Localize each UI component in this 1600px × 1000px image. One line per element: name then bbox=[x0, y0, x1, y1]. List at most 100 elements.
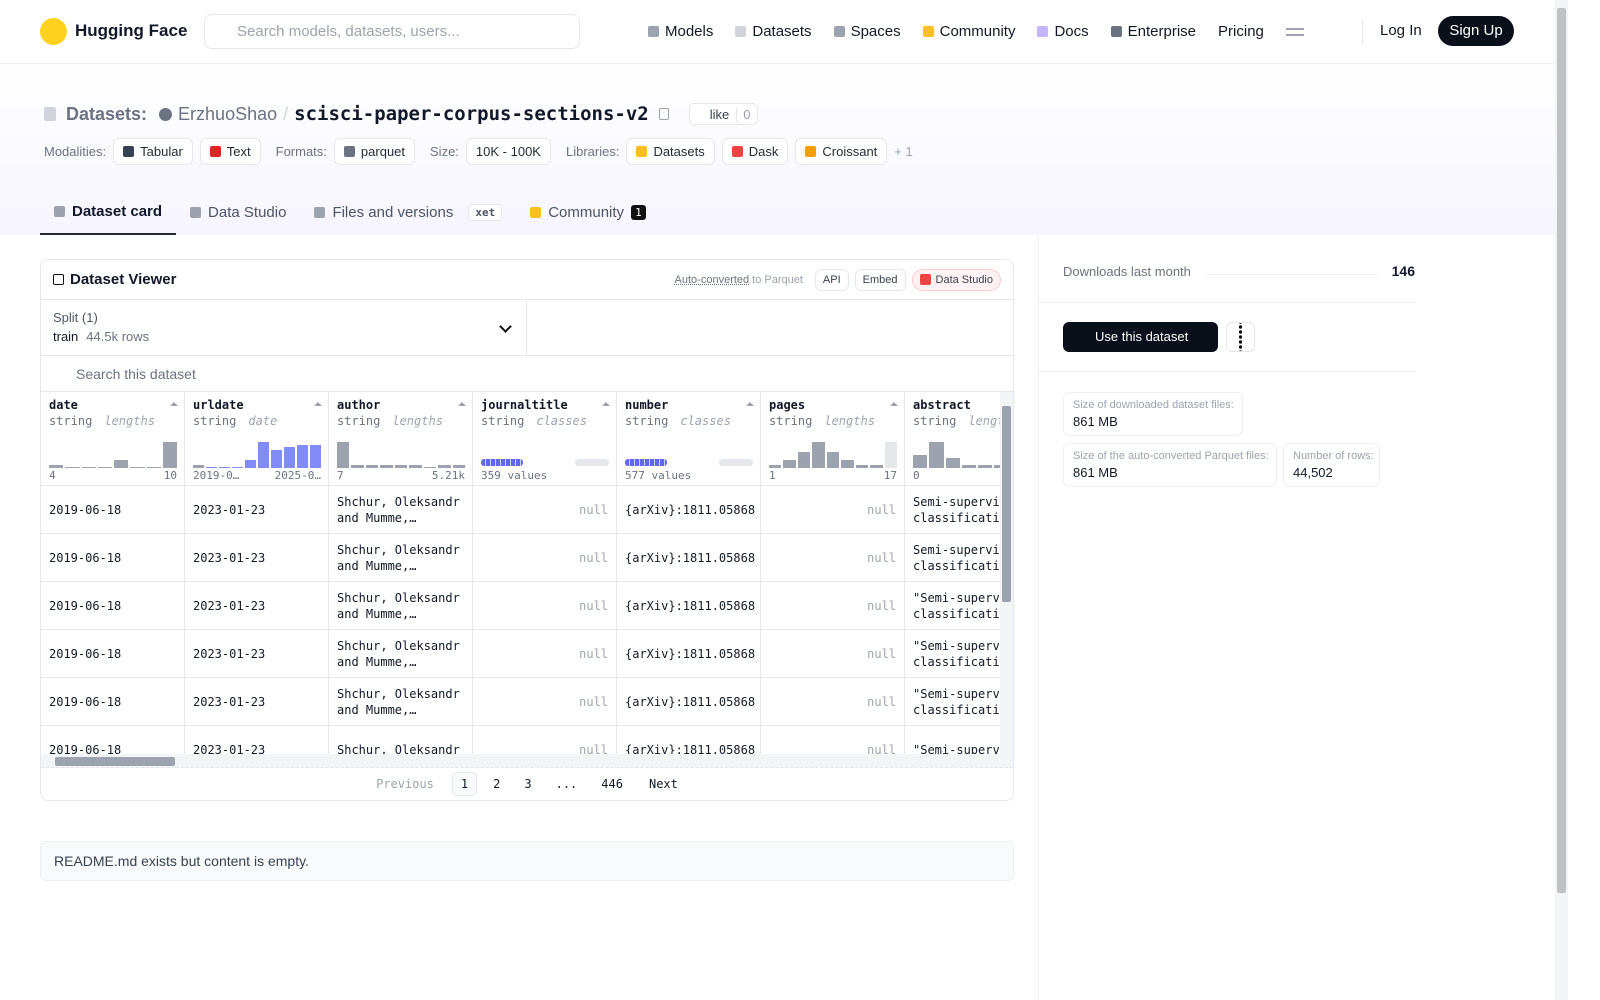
column-header[interactable]: journaltitle string classes 359 values bbox=[473, 392, 617, 486]
nav-link[interactable]: Community bbox=[922, 23, 1015, 40]
histogram-bar[interactable] bbox=[994, 465, 1000, 468]
more-tags[interactable]: + 1 bbox=[894, 144, 913, 159]
page-number[interactable]: 1 bbox=[451, 772, 478, 796]
column-header[interactable]: urldate string date 2019-0… 2025-0… bbox=[185, 392, 329, 486]
histogram-bar[interactable] bbox=[232, 467, 243, 468]
menu-icon[interactable] bbox=[1285, 27, 1304, 36]
sort-icon[interactable] bbox=[170, 402, 178, 406]
histogram-bar[interactable] bbox=[206, 467, 217, 468]
sort-icon[interactable] bbox=[602, 402, 610, 406]
nav-link[interactable]: Enterprise bbox=[1110, 23, 1196, 40]
histogram-bar[interactable] bbox=[284, 447, 295, 468]
page-number[interactable]: 2 bbox=[493, 777, 501, 791]
histogram-bar[interactable] bbox=[797, 452, 811, 468]
histogram-bar[interactable] bbox=[945, 457, 960, 468]
histogram-bar[interactable] bbox=[97, 467, 112, 468]
viewer-button[interactable]: API bbox=[814, 268, 849, 291]
histogram-bar[interactable] bbox=[365, 465, 379, 468]
column-header[interactable]: number string classes 577 values bbox=[617, 392, 761, 486]
nav-link[interactable]: Spaces bbox=[833, 23, 901, 40]
repo-name[interactable]: scisci-paper-corpus-sections-v2 bbox=[294, 103, 649, 125]
viewer-button[interactable]: Data Studio bbox=[911, 268, 1001, 291]
tag[interactable]: Datasets bbox=[626, 138, 715, 165]
v-scroll-thumb[interactable] bbox=[1002, 406, 1011, 602]
histogram-bar[interactable] bbox=[884, 442, 897, 468]
histogram-bar[interactable] bbox=[193, 465, 204, 468]
tag[interactable]: Croissant bbox=[795, 138, 888, 165]
histogram-bar[interactable] bbox=[870, 465, 883, 468]
histogram-bar[interactable] bbox=[812, 442, 825, 468]
histogram-bar[interactable] bbox=[49, 465, 64, 468]
histogram-bar[interactable] bbox=[423, 467, 437, 468]
sort-icon[interactable] bbox=[314, 402, 322, 406]
histogram-bar[interactable] bbox=[452, 465, 465, 468]
column-header[interactable]: pages string lengths 1 17 bbox=[761, 392, 905, 486]
histogram-bar[interactable] bbox=[783, 460, 796, 468]
tag[interactable]: Text bbox=[199, 138, 261, 165]
histogram-bar[interactable] bbox=[271, 449, 282, 468]
signup-button[interactable]: Sign Up bbox=[1438, 16, 1514, 46]
histogram-bar[interactable] bbox=[394, 465, 408, 468]
logo-text[interactable]: Hugging Face bbox=[75, 21, 188, 40]
histogram-bar[interactable] bbox=[409, 465, 422, 468]
page-scroll-thumb[interactable] bbox=[1557, 8, 1566, 893]
histogram-bar[interactable] bbox=[162, 442, 177, 468]
sort-icon[interactable] bbox=[890, 402, 898, 406]
column-header[interactable]: abstract string lengths 0 bbox=[905, 392, 1000, 486]
page-number[interactable]: 446 bbox=[601, 777, 623, 791]
tag[interactable]: Tabular bbox=[113, 138, 193, 165]
split-selector[interactable]: Split (1) train 44.5k rows bbox=[41, 300, 527, 356]
tab[interactable]: Community 1 bbox=[516, 190, 659, 235]
histogram-bar[interactable] bbox=[438, 465, 451, 468]
sort-icon[interactable] bbox=[458, 402, 466, 406]
histogram-bar[interactable] bbox=[310, 444, 321, 468]
histogram-bar[interactable] bbox=[826, 452, 840, 468]
page-number[interactable]: 3 bbox=[524, 777, 532, 791]
nav-link[interactable]: Docs bbox=[1037, 23, 1089, 40]
column-header[interactable]: author string lengths 7 5.21k bbox=[329, 392, 473, 486]
histogram-bar[interactable] bbox=[245, 460, 256, 468]
sort-icon[interactable] bbox=[746, 402, 754, 406]
nav-link[interactable]: Datasets bbox=[735, 23, 812, 40]
nav-link[interactable]: Pricing bbox=[1218, 23, 1264, 40]
histogram-bar[interactable] bbox=[297, 444, 308, 468]
histogram-bar[interactable] bbox=[913, 455, 928, 468]
tag[interactable]: 10K - 100K bbox=[465, 138, 551, 165]
histogram-bar[interactable] bbox=[219, 467, 230, 468]
histogram-bar[interactable] bbox=[769, 465, 782, 468]
histogram-bar[interactable] bbox=[978, 465, 993, 468]
viewer-search[interactable]: Search this dataset bbox=[41, 356, 1013, 392]
histogram-bar[interactable] bbox=[961, 465, 976, 468]
histogram-bar[interactable] bbox=[146, 467, 161, 468]
histogram-bar[interactable] bbox=[258, 442, 269, 468]
tab[interactable]: Files and versions xet bbox=[300, 190, 516, 235]
like-button[interactable]: like 0 bbox=[688, 103, 758, 125]
page-next[interactable]: Next bbox=[648, 777, 678, 791]
histogram-bar[interactable] bbox=[929, 442, 944, 468]
nav-link[interactable]: Models bbox=[648, 23, 713, 40]
histogram-bar[interactable] bbox=[114, 460, 129, 468]
tab[interactable]: Data Studio bbox=[176, 190, 300, 235]
tag[interactable]: parquet bbox=[333, 138, 416, 165]
histogram-bar[interactable] bbox=[855, 465, 869, 468]
login[interactable]: Log In bbox=[1380, 22, 1422, 39]
more-button[interactable] bbox=[1226, 322, 1255, 352]
histogram-bar[interactable] bbox=[81, 467, 96, 468]
h-scroll-thumb[interactable] bbox=[55, 757, 175, 766]
histogram-bar[interactable] bbox=[380, 465, 393, 468]
viewer-button[interactable]: Embed bbox=[854, 268, 906, 291]
histogram-bar[interactable] bbox=[841, 460, 854, 468]
tag[interactable]: Dask bbox=[721, 138, 789, 165]
column-header[interactable]: date string lengths 4 10 bbox=[41, 392, 185, 486]
converted-link[interactable]: Auto-converted bbox=[674, 273, 750, 286]
copy-icon[interactable] bbox=[658, 108, 669, 120]
page-number[interactable]: ... bbox=[555, 777, 578, 791]
histogram-bar[interactable] bbox=[130, 467, 145, 468]
use-dataset-button[interactable]: Use this dataset bbox=[1063, 322, 1218, 352]
tab[interactable]: Dataset card bbox=[40, 190, 177, 235]
histogram-bar[interactable] bbox=[351, 465, 364, 468]
search-box[interactable]: Search models, datasets, users... bbox=[204, 14, 580, 49]
histogram-bar[interactable] bbox=[337, 442, 350, 468]
page-previous[interactable]: Previous bbox=[376, 777, 434, 791]
histogram-bar[interactable] bbox=[65, 467, 80, 468]
